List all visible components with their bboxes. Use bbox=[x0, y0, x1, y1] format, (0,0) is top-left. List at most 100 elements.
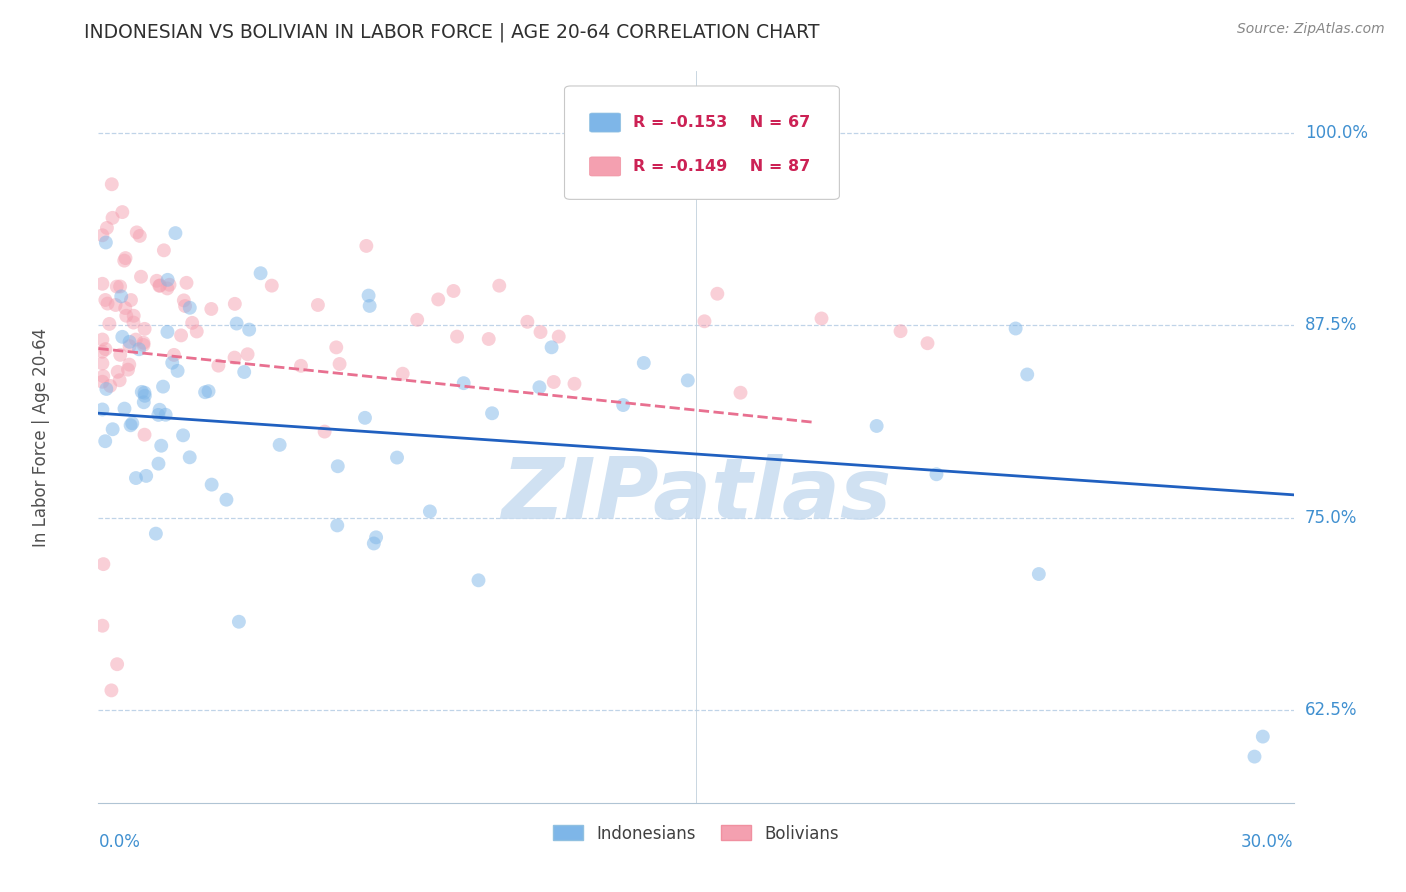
Point bbox=[529, 380, 551, 394]
Point bbox=[110, 348, 132, 362]
Point bbox=[134, 389, 156, 403]
Point bbox=[153, 244, 176, 258]
Text: INDONESIAN VS BOLIVIAN IN LABOR FORCE | AGE 20-64 CORRELATION CHART: INDONESIAN VS BOLIVIAN IN LABOR FORCE | … bbox=[84, 22, 820, 42]
Point bbox=[148, 408, 170, 422]
Point bbox=[122, 316, 145, 330]
Text: 100.0%: 100.0% bbox=[1305, 124, 1368, 142]
Point bbox=[207, 359, 229, 373]
Point bbox=[96, 221, 118, 235]
Point bbox=[730, 385, 752, 400]
Point bbox=[114, 401, 136, 416]
Point bbox=[357, 288, 380, 302]
Point bbox=[364, 530, 387, 544]
Point bbox=[96, 296, 118, 310]
Point bbox=[108, 373, 131, 387]
Point bbox=[173, 293, 195, 308]
Point bbox=[179, 301, 201, 315]
Point bbox=[612, 398, 634, 412]
Point bbox=[145, 526, 167, 541]
Point bbox=[238, 323, 260, 337]
Point bbox=[134, 385, 156, 400]
Point bbox=[228, 615, 250, 629]
Text: R = -0.153    N = 67: R = -0.153 N = 67 bbox=[633, 115, 810, 130]
Point bbox=[129, 269, 152, 284]
Point bbox=[110, 289, 132, 303]
Point bbox=[866, 419, 889, 434]
Point bbox=[810, 311, 832, 326]
Point bbox=[706, 286, 728, 301]
Point bbox=[540, 340, 562, 354]
Point bbox=[326, 518, 349, 533]
Point bbox=[118, 334, 141, 349]
Point bbox=[125, 333, 148, 347]
Point bbox=[101, 422, 124, 436]
Point bbox=[385, 450, 408, 465]
Point bbox=[132, 395, 155, 409]
Text: R = -0.149    N = 87: R = -0.149 N = 87 bbox=[633, 159, 810, 174]
Point bbox=[354, 410, 377, 425]
Point bbox=[117, 362, 139, 376]
Point bbox=[163, 348, 186, 362]
Point bbox=[155, 408, 177, 422]
Point bbox=[128, 343, 150, 357]
Point bbox=[131, 384, 153, 399]
Point bbox=[547, 329, 569, 343]
Point bbox=[105, 657, 128, 672]
Point bbox=[165, 226, 187, 240]
Point bbox=[105, 279, 128, 293]
Point bbox=[1028, 567, 1050, 582]
Point bbox=[98, 317, 121, 331]
Point bbox=[91, 344, 114, 359]
Point bbox=[443, 284, 465, 298]
Point bbox=[529, 325, 551, 339]
Point bbox=[186, 325, 208, 339]
Point bbox=[118, 339, 141, 353]
Point bbox=[101, 211, 124, 225]
Point bbox=[356, 239, 378, 253]
Point bbox=[128, 228, 150, 243]
FancyBboxPatch shape bbox=[589, 113, 620, 132]
Point bbox=[269, 438, 291, 452]
Point bbox=[170, 328, 193, 343]
Point bbox=[925, 467, 948, 482]
Point bbox=[132, 338, 155, 352]
Point bbox=[112, 253, 135, 268]
Point bbox=[225, 317, 247, 331]
Point bbox=[1251, 730, 1274, 744]
Point bbox=[176, 276, 198, 290]
Point bbox=[197, 384, 219, 399]
Point bbox=[91, 375, 114, 389]
Text: 75.0%: 75.0% bbox=[1305, 509, 1357, 527]
Point bbox=[125, 226, 148, 240]
Point bbox=[93, 557, 115, 571]
Point bbox=[215, 492, 238, 507]
Point bbox=[114, 301, 136, 315]
Point bbox=[543, 375, 565, 389]
Point bbox=[96, 382, 118, 396]
Point bbox=[419, 504, 441, 518]
Point bbox=[224, 297, 246, 311]
Point bbox=[148, 278, 170, 293]
Point bbox=[134, 322, 156, 336]
Point bbox=[676, 373, 699, 387]
Point bbox=[200, 301, 222, 316]
Text: 30.0%: 30.0% bbox=[1241, 833, 1294, 851]
Point bbox=[172, 428, 194, 442]
Point bbox=[179, 450, 201, 465]
Point bbox=[91, 356, 114, 370]
Point bbox=[148, 457, 170, 471]
Point bbox=[236, 347, 259, 361]
Point bbox=[233, 365, 256, 379]
Point bbox=[194, 385, 217, 400]
Point bbox=[100, 683, 122, 698]
Point bbox=[181, 316, 204, 330]
Point bbox=[94, 235, 117, 250]
Point bbox=[104, 298, 127, 312]
Point bbox=[307, 298, 329, 312]
Point bbox=[114, 251, 136, 265]
Point bbox=[91, 333, 114, 347]
Text: Source: ZipAtlas.com: Source: ZipAtlas.com bbox=[1237, 22, 1385, 37]
Point bbox=[326, 459, 349, 474]
Point bbox=[94, 293, 117, 307]
Point bbox=[363, 536, 385, 550]
